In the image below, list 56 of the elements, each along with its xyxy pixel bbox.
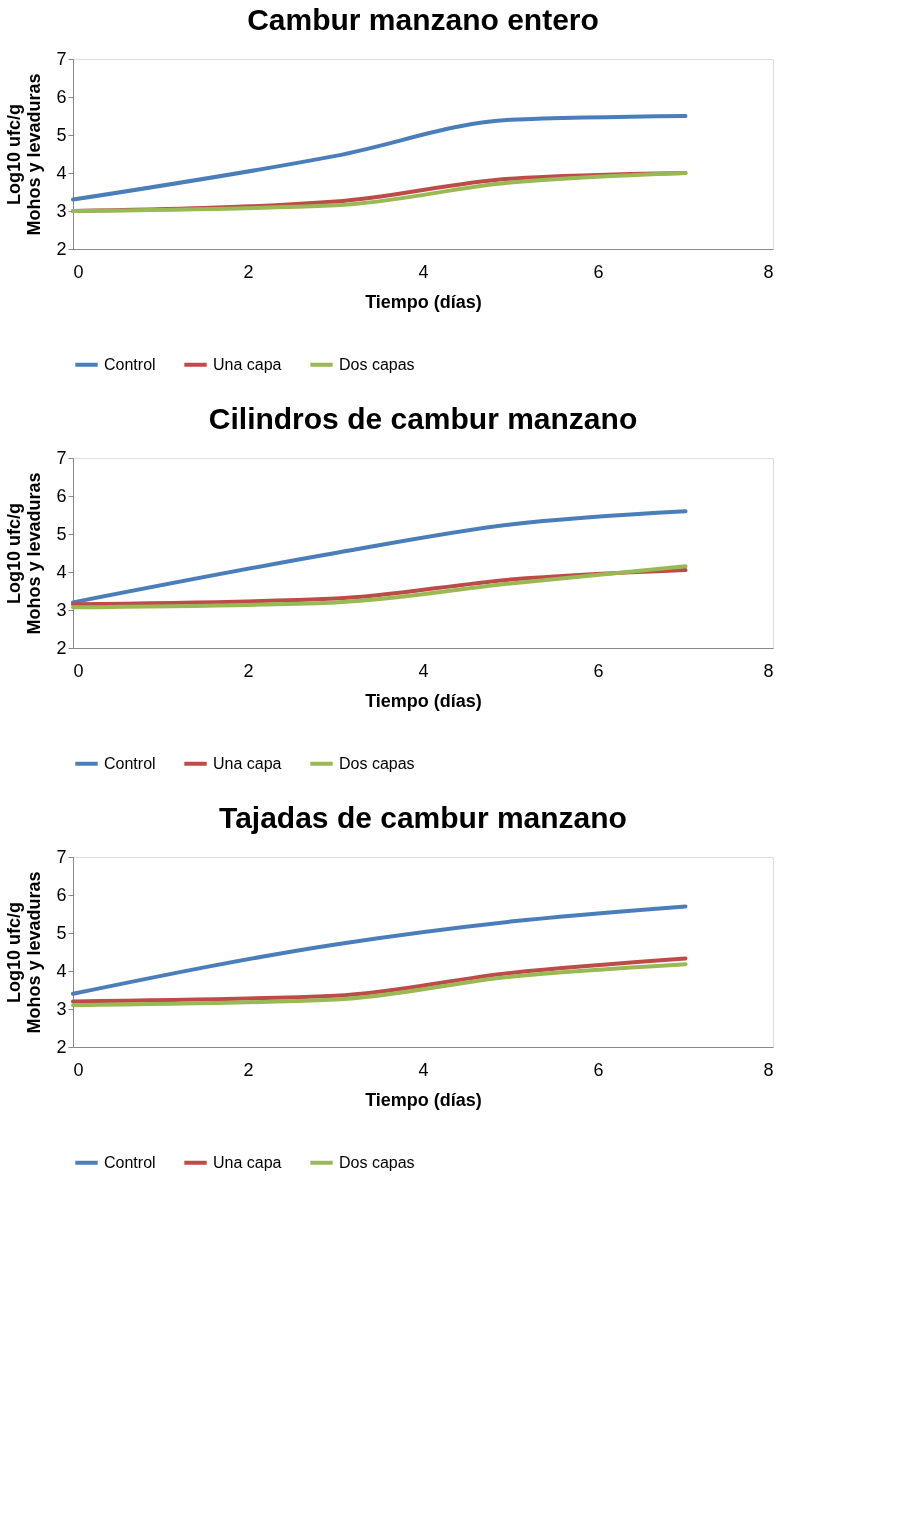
line-series: [71, 962, 688, 1008]
x-tick-label: 0: [73, 660, 84, 681]
y-tick-label: 5: [56, 124, 67, 145]
legend-label: Una capa: [213, 355, 282, 373]
x-tick-label: 8: [763, 660, 774, 681]
chart-title: Cambur manzano entero: [247, 3, 599, 36]
y-tick-label: 6: [56, 884, 67, 905]
y-tick-label: 4: [56, 960, 67, 981]
legend-label: Dos capas: [339, 754, 415, 772]
chart-title: Cilindros de cambur manzano: [208, 402, 638, 435]
y-tick-label: 3: [56, 200, 67, 221]
y-tick-label: 5: [56, 523, 67, 544]
x-tick-label: 2: [243, 660, 254, 681]
y-tick-label: 3: [56, 998, 67, 1019]
x-tick-label: 4: [418, 660, 429, 681]
line-series: [71, 904, 688, 996]
x-tick-label: 4: [418, 261, 429, 282]
y-tick-label: 3: [56, 599, 67, 620]
y-tick-label: 6: [56, 485, 67, 506]
legend-label: Una capa: [213, 754, 282, 772]
y-axis-title: Log10 ufc/g Mohos y levaduras: [4, 871, 45, 1034]
x-axis-title: Tiempo (días): [365, 1089, 482, 1110]
x-tick-label: 4: [418, 1059, 429, 1080]
legend-label: Dos capas: [339, 1153, 415, 1171]
x-tick-label: 6: [593, 261, 604, 282]
x-tick-label: 0: [73, 261, 84, 282]
x-tick-label: 6: [593, 1059, 604, 1080]
y-tick-label: 7: [56, 447, 67, 468]
y-tick-label: 2: [56, 637, 67, 658]
y-tick-label: 7: [56, 48, 67, 69]
x-tick-label: 2: [243, 261, 254, 282]
y-axis-title: Log10 ufc/g Mohos y levaduras: [4, 472, 45, 635]
x-tick-label: 2: [243, 1059, 254, 1080]
chart-title: Tajadas de cambur manzano: [219, 801, 627, 834]
y-tick-label: 2: [56, 1036, 67, 1057]
x-tick-label: 6: [593, 660, 604, 681]
legend-label: Control: [104, 355, 156, 373]
x-tick-label: 8: [763, 1059, 774, 1080]
legend-label: Control: [104, 1153, 156, 1171]
x-tick-label: 0: [73, 1059, 84, 1080]
legend-label: Dos capas: [339, 355, 415, 373]
x-tick-label: 8: [763, 261, 774, 282]
legend-label: Una capa: [213, 1153, 282, 1171]
legend-label: Control: [104, 754, 156, 772]
x-axis-title: Tiempo (días): [365, 690, 482, 711]
line-series: [71, 956, 688, 1004]
y-tick-label: 4: [56, 162, 67, 183]
y-tick-label: 2: [56, 238, 67, 259]
y-tick-label: 5: [56, 922, 67, 943]
line-series: [71, 509, 688, 605]
y-axis-title: Log10 ufc/g Mohos y levaduras: [4, 73, 45, 236]
y-tick-label: 6: [56, 86, 67, 107]
y-tick-label: 4: [56, 561, 67, 582]
line-series: [71, 114, 688, 202]
y-tick-label: 7: [56, 846, 67, 867]
x-axis-title: Tiempo (días): [365, 291, 482, 312]
